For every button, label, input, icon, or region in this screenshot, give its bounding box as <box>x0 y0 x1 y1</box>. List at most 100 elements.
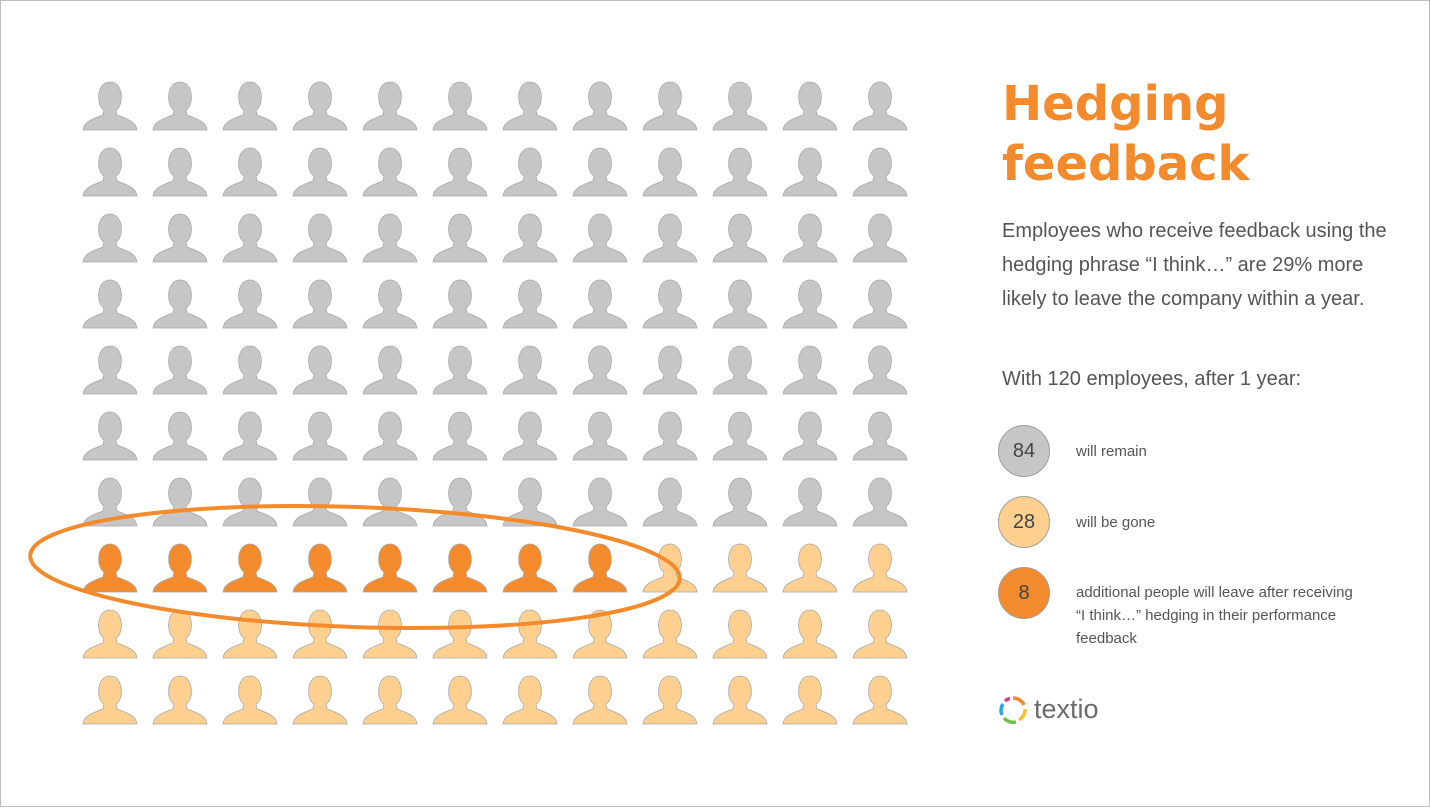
person-icon <box>782 477 838 527</box>
person-icon <box>292 543 348 593</box>
person-icon <box>712 477 768 527</box>
logo-text: textio <box>1034 694 1099 724</box>
textio-logo: textio <box>998 694 1099 725</box>
person-icon <box>152 279 208 329</box>
person-icon <box>222 81 278 131</box>
person-icon <box>642 147 698 197</box>
person-icon <box>502 609 558 659</box>
person-icon <box>292 279 348 329</box>
person-icon <box>782 345 838 395</box>
person-icon <box>782 279 838 329</box>
person-icon <box>502 411 558 461</box>
person-icon <box>82 147 138 197</box>
person-icon <box>432 609 488 659</box>
legend-label: additional people will leave after recei… <box>1076 584 1353 647</box>
person-icon <box>712 411 768 461</box>
person-icon <box>82 543 138 593</box>
person-icon <box>502 543 558 593</box>
person-icon <box>222 213 278 263</box>
legend-label: will be gone <box>1076 514 1156 531</box>
person-icon <box>572 213 628 263</box>
person-icon <box>502 279 558 329</box>
person-icon <box>152 477 208 527</box>
title-line-1: Hedging <box>1002 76 1229 132</box>
person-icon <box>432 147 488 197</box>
person-icon <box>292 213 348 263</box>
description: Employees who receive feedback using the… <box>1002 220 1387 310</box>
subtitle: With 120 employees, after 1 year: <box>1002 368 1302 390</box>
person-icon <box>642 279 698 329</box>
person-icon <box>292 477 348 527</box>
person-icon <box>152 147 208 197</box>
textio-ring-icon <box>999 695 1027 724</box>
person-icon <box>82 279 138 329</box>
legend-gone: 28 will be gone <box>998 496 1366 548</box>
person-icon <box>362 609 418 659</box>
person-icon <box>362 81 418 131</box>
person-icon <box>222 279 278 329</box>
person-icon <box>852 81 908 131</box>
person-icon <box>502 345 558 395</box>
person-icon <box>292 609 348 659</box>
person-icon <box>292 345 348 395</box>
legend-count-badge: 8 <box>998 567 1050 619</box>
person-icon <box>432 213 488 263</box>
person-icon <box>82 81 138 131</box>
person-icon <box>852 411 908 461</box>
person-icon <box>502 675 558 725</box>
person-icon <box>362 345 418 395</box>
person-icon <box>362 477 418 527</box>
person-icon <box>82 213 138 263</box>
page-title: Hedging feedback <box>1002 74 1249 194</box>
person-icon <box>642 675 698 725</box>
person-icon <box>432 81 488 131</box>
person-icon <box>642 543 698 593</box>
person-icon <box>222 609 278 659</box>
person-icon <box>362 675 418 725</box>
person-icon <box>152 675 208 725</box>
title-line-2: feedback <box>1002 136 1250 192</box>
highlight-ellipse <box>28 503 682 631</box>
person-icon <box>572 477 628 527</box>
person-icon <box>502 81 558 131</box>
person-icon <box>292 81 348 131</box>
person-icon <box>502 147 558 197</box>
person-icon <box>432 477 488 527</box>
person-icon <box>712 675 768 725</box>
person-icon <box>432 411 488 461</box>
person-icon <box>572 543 628 593</box>
person-icon <box>712 543 768 593</box>
person-icon <box>572 147 628 197</box>
person-icon <box>152 345 208 395</box>
person-icon <box>852 213 908 263</box>
person-icon <box>572 81 628 131</box>
person-icon <box>572 675 628 725</box>
legend-count-badge: 84 <box>998 425 1050 477</box>
person-icon <box>152 81 208 131</box>
legend-additional: 8 additional people will leave after rec… <box>998 567 1366 650</box>
person-icon <box>292 147 348 197</box>
person-icon <box>782 213 838 263</box>
person-icon <box>712 279 768 329</box>
person-icon <box>642 411 698 461</box>
person-icon <box>432 543 488 593</box>
person-icon <box>782 675 838 725</box>
person-icon <box>852 609 908 659</box>
person-icon <box>852 477 908 527</box>
person-icon <box>222 543 278 593</box>
person-icon <box>362 213 418 263</box>
person-icon <box>152 609 208 659</box>
person-icon <box>362 411 418 461</box>
person-icon <box>222 411 278 461</box>
person-icon <box>572 345 628 395</box>
person-icon <box>222 477 278 527</box>
person-icon <box>222 345 278 395</box>
person-icon <box>152 411 208 461</box>
person-icon <box>502 213 558 263</box>
person-icon <box>82 477 138 527</box>
person-icon <box>432 279 488 329</box>
person-icon <box>82 345 138 395</box>
legend-remain: 84 will remain <box>998 425 1366 477</box>
person-icon <box>82 411 138 461</box>
person-icon <box>432 345 488 395</box>
